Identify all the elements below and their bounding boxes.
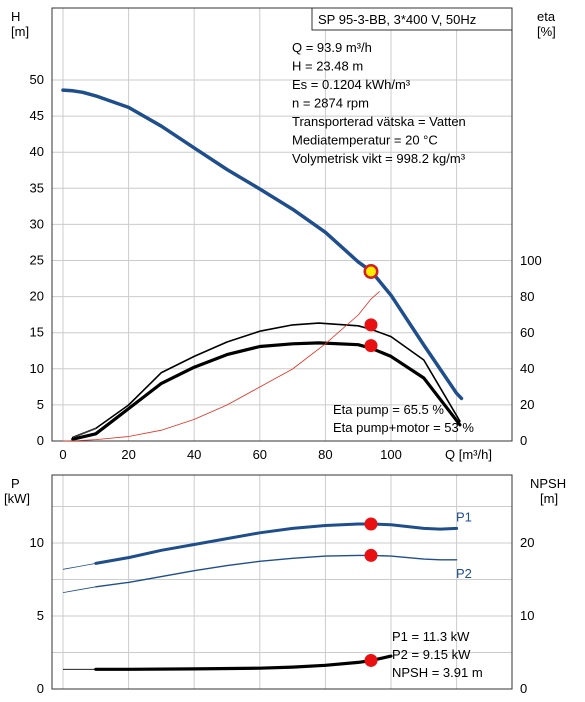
y-left-tick-label: 5 — [37, 397, 44, 412]
eta-pump-leadin — [72, 428, 96, 438]
p-tick-label: 10 — [30, 535, 44, 550]
bottom-series-leadin — [62, 586, 96, 593]
x-axis-label: Q [m³/h] — [445, 447, 492, 462]
bottom-plot-frame — [51, 474, 513, 690]
efficiency-marker — [364, 339, 378, 353]
npsh-tick-label: 0 — [520, 681, 527, 696]
y-left-tick-label: 50 — [30, 72, 44, 87]
info-line: Mediatemperatur = 20 °C — [292, 133, 438, 148]
top-chart: SP 95-3-BB, 3*400 V, 50Hz H [m] eta [%] … — [11, 7, 556, 462]
bottom-info-text: P1 = 11.3 kW P2 = 9.15 kW NPSH = 3.91 m — [392, 629, 483, 680]
x-tick-label: 0 — [59, 447, 66, 462]
series-label-p2: P2 — [456, 566, 472, 581]
x-tick-label: 20 — [121, 447, 135, 462]
top-info-text: Q = 93.9 m³/h H = 23.48 m Es = 0.1204 kWh/… — [292, 40, 474, 435]
y-left-tick-label: 15 — [30, 325, 44, 340]
y-left-label-p-unit: [kW] — [4, 491, 30, 506]
top-tick-labels: 0 20 40 60 80 100 0 5 10 15 20 25 30 35 40 45 50 0 20 40 60 8… — [30, 72, 542, 462]
y-right-tick-label: 0 — [520, 433, 527, 448]
power-marker — [364, 517, 378, 531]
y-right-tick-label: 20 — [520, 397, 534, 412]
p-tick-label: 0 — [37, 681, 44, 696]
info-line: n = 2874 rpm — [292, 96, 369, 111]
y-right-label-eta-unit: [%] — [537, 24, 556, 39]
bottom-series-leadin — [62, 563, 96, 570]
bottom-info-line: P1 = 11.3 kW — [392, 629, 470, 644]
y-right-label-npsh-unit: [m] — [540, 491, 558, 506]
top-series — [61, 88, 464, 442]
bottom-series-line — [94, 654, 393, 671]
x-tick-label: 80 — [318, 447, 332, 462]
x-tick-label: 100 — [380, 447, 402, 462]
y-right-label-eta: eta — [537, 9, 556, 24]
top-markers — [363, 263, 379, 353]
info-line: Q = 93.9 m³/h — [292, 40, 372, 55]
top-series-line — [71, 341, 462, 441]
top-series-line — [61, 88, 464, 401]
bottom-tick-labels: 0 5 10 0 10 20 — [30, 535, 535, 696]
info-line: Volymetrisk vikt = 998.2 kg/m³ — [292, 151, 466, 166]
y-left-tick-label: 35 — [30, 180, 44, 195]
top-plot-frame — [51, 7, 513, 442]
x-tick-label: 60 — [253, 447, 267, 462]
bottom-markers — [364, 517, 378, 667]
bottom-chart: P [kW] NPSH [m] 0 5 10 0 10 20 P1 P2 P1 = 11.3… — [4, 474, 566, 696]
x-tick-label: 40 — [187, 447, 201, 462]
chart-title: SP 95-3-BB, 3*400 V, 50Hz — [318, 12, 476, 27]
series-label-p1: P1 — [456, 509, 472, 524]
y-right-tick-label: 60 — [520, 325, 534, 340]
bottom-series: P1 P2 — [62, 509, 472, 671]
y-right-tick-label: 80 — [520, 289, 534, 304]
npsh-tick-label: 10 — [520, 608, 534, 623]
y-left-tick-label: 40 — [30, 144, 44, 159]
info-line: H = 23.48 m — [292, 59, 363, 74]
y-left-tick-label: 0 — [37, 433, 44, 448]
y-right-label-npsh: NPSH — [530, 476, 566, 491]
p-tick-label: 5 — [37, 608, 44, 623]
y-left-tick-label: 45 — [30, 108, 44, 123]
top-grid — [52, 8, 512, 442]
y-right-tick-label: 40 — [520, 361, 534, 376]
bottom-info-line: NPSH = 3.91 m — [392, 665, 483, 680]
info-line: Es = 0.1204 kWh/m³ — [292, 77, 411, 92]
y-left-label-h: H — [11, 9, 20, 24]
bottom-info-line: P2 = 9.15 kW — [392, 647, 471, 662]
y-left-tick-label: 30 — [30, 216, 44, 231]
efficiency-marker — [364, 318, 378, 332]
y-left-tick-label: 25 — [30, 253, 44, 268]
info-line: Transporterad vätska = Vatten — [292, 114, 466, 129]
top-series-line — [72, 322, 461, 439]
top-series-line — [62, 291, 380, 442]
bottom-series-line — [95, 554, 458, 588]
y-left-tick-label: 10 — [30, 361, 44, 376]
npsh-tick-label: 20 — [520, 535, 534, 550]
power-marker — [364, 653, 378, 667]
y-right-tick-label: 100 — [520, 253, 542, 268]
efficiency-label: Eta pump = 65.5 % — [333, 402, 444, 417]
y-left-label-p: P — [11, 476, 20, 491]
power-marker — [364, 548, 378, 562]
duty-point-marker — [365, 266, 376, 277]
efficiency-label: Eta pump+motor = 53 % — [333, 420, 474, 435]
title-box — [311, 7, 513, 31]
y-left-tick-label: 20 — [30, 289, 44, 304]
bottom-series-line — [94, 522, 459, 565]
y-left-label-h-unit: [m] — [11, 24, 29, 39]
